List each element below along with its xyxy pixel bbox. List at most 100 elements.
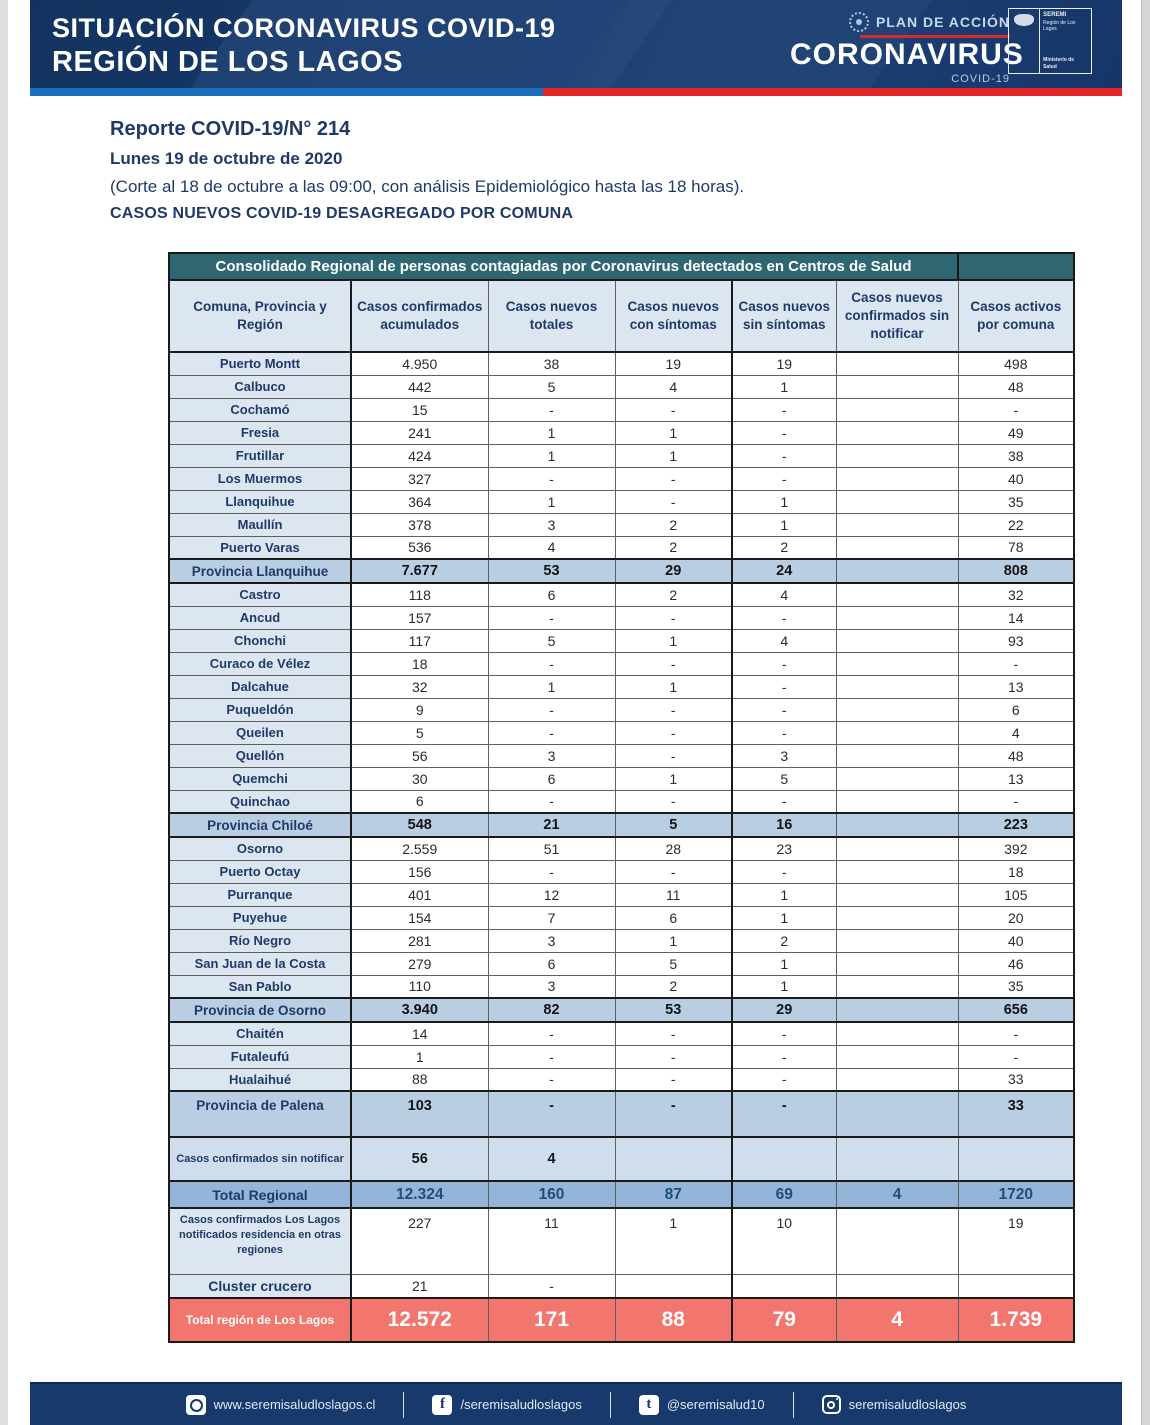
value-cell: 1 <box>614 443 733 468</box>
comuna-label: Chaitén <box>168 1021 352 1046</box>
value-cell: - <box>614 1021 733 1046</box>
value-cell: 7.677 <box>350 558 489 584</box>
plan-de-accion-block: PLAN DE ACCIÓN CORONAVIRUS COVID-19 <box>790 12 1023 85</box>
footer-tumblr-link[interactable]: t @seremisalud10 <box>609 1391 793 1418</box>
value-cell: 1 <box>614 674 733 699</box>
value-cell: 4 <box>487 535 616 560</box>
value-cell: 4 <box>487 1136 616 1182</box>
comuna-label: Quellón <box>168 743 352 768</box>
comuna-label: Queilen <box>168 720 352 745</box>
comuna-label: Provincia de Palena <box>168 1090 352 1138</box>
value-cell: 223 <box>957 812 1075 838</box>
value-cell: - <box>731 651 837 676</box>
value-cell: 2 <box>614 582 733 607</box>
value-cell: 281 <box>350 928 489 953</box>
value-cell: 6 <box>487 951 616 976</box>
value-cell: 279 <box>350 951 489 976</box>
tumblr-icon: t <box>638 1394 659 1415</box>
value-cell: 117 <box>350 628 489 653</box>
value-cell: - <box>731 1067 837 1092</box>
value-cell: 110 <box>350 974 489 999</box>
table-row: Puerto Montt 4.950 38 19 19 498 <box>168 351 1075 376</box>
value-cell: - <box>614 651 733 676</box>
comuna-label: Los Muermos <box>168 466 352 491</box>
value-cell <box>835 812 959 838</box>
value-cell: - <box>731 1021 837 1046</box>
value-cell: 6 <box>487 766 616 791</box>
value-cell <box>835 443 959 468</box>
value-cell: 10 <box>731 1207 837 1275</box>
value-cell <box>835 974 959 999</box>
value-cell <box>835 489 959 514</box>
comuna-label: Futaleufú <box>168 1044 352 1069</box>
value-cell: - <box>487 1021 616 1046</box>
value-cell: 46 <box>957 951 1075 976</box>
table-row: Puqueldón 9- - -6 <box>168 697 1075 722</box>
comuna-label: Fresia <box>168 420 352 445</box>
value-cell: - <box>614 489 733 514</box>
banner-stripe <box>30 88 1122 96</box>
footer-instagram-label: seremisaludloslagos <box>848 1397 967 1412</box>
table-row: Osorno 2.559 51 28 23 392 <box>168 836 1075 861</box>
footer-facebook-link[interactable]: f /seremisaludloslagos <box>403 1391 609 1418</box>
footer-instagram-link[interactable]: seremisaludloslagos <box>792 1391 995 1418</box>
value-cell: 11 <box>614 882 733 907</box>
value-cell: - <box>731 859 837 884</box>
value-cell: - <box>487 1273 616 1299</box>
value-cell: 1720 <box>957 1180 1075 1209</box>
value-cell <box>957 1273 1075 1299</box>
comuna-label: Río Negro <box>168 928 352 953</box>
value-cell: 4 <box>731 628 837 653</box>
table-row: Ancud 157- - -14 <box>168 605 1075 630</box>
value-cell <box>835 743 959 768</box>
value-cell: 16 <box>731 812 837 838</box>
banner-title-line2: REGIÓN DE LOS LAGOS <box>52 45 404 78</box>
value-cell: 1 <box>487 674 616 699</box>
value-cell: 21 <box>487 812 616 838</box>
value-cell: - <box>614 397 733 422</box>
value-cell: 33 <box>957 1090 1075 1138</box>
table-row: Curaco de Vélez 18- - - - <box>168 651 1075 676</box>
value-cell: 32 <box>957 582 1075 607</box>
value-cell: 13 <box>957 674 1075 699</box>
value-cell: - <box>957 789 1075 814</box>
value-cell: 1 <box>731 489 837 514</box>
value-cell: - <box>731 720 837 745</box>
value-cell: 1 <box>731 512 837 537</box>
value-cell <box>835 374 959 399</box>
value-cell: - <box>614 859 733 884</box>
table-row: Dalcahue 32 1 1-13 <box>168 674 1075 699</box>
value-cell: 3 <box>487 512 616 537</box>
value-cell: 2.559 <box>350 836 489 861</box>
comuna-label: Provincia Chiloé <box>168 812 352 838</box>
comuna-label: Ancud <box>168 605 352 630</box>
footer-website-label: www.seremisaludloslagos.cl <box>213 1397 376 1412</box>
table-row: Cluster crucero 21- <box>168 1273 1075 1299</box>
col-header-activos: Casos activos por comuna <box>957 279 1075 353</box>
footer-website-link[interactable]: www.seremisaludloslagos.cl <box>158 1392 404 1418</box>
value-cell: 5 <box>487 374 616 399</box>
value-cell: 12.572 <box>350 1297 489 1343</box>
comuna-label: Puerto Octay <box>168 859 352 884</box>
value-cell: 1.739 <box>957 1297 1075 1343</box>
table-row: Quemchi 30 6 1 5 13 <box>168 766 1075 791</box>
value-cell: 1 <box>614 766 733 791</box>
value-cell <box>835 836 959 861</box>
plan-underline <box>860 35 1010 38</box>
table-row: Río Negro 281 3 1 2 40 <box>168 928 1075 953</box>
table-row: Castro 118 6 2 4 32 <box>168 582 1075 607</box>
table-row: Fresia 241 1 1-49 <box>168 420 1075 445</box>
value-cell <box>835 1207 959 1275</box>
comuna-label: Castro <box>168 582 352 607</box>
value-cell: - <box>731 697 837 722</box>
table-row: Queilen 5- - -4 <box>168 720 1075 745</box>
value-cell: - <box>614 1044 733 1069</box>
seremi-logo: SEREMI Región de Los Lagos Ministerio de… <box>1008 8 1092 74</box>
report-heading: Reporte COVID-19/N° 214 Lunes 19 de octu… <box>110 118 744 223</box>
value-cell: 88 <box>614 1297 733 1343</box>
value-cell: 1 <box>487 489 616 514</box>
value-cell <box>835 420 959 445</box>
value-cell: - <box>731 466 837 491</box>
value-cell: 424 <box>350 443 489 468</box>
value-cell: 48 <box>957 743 1075 768</box>
